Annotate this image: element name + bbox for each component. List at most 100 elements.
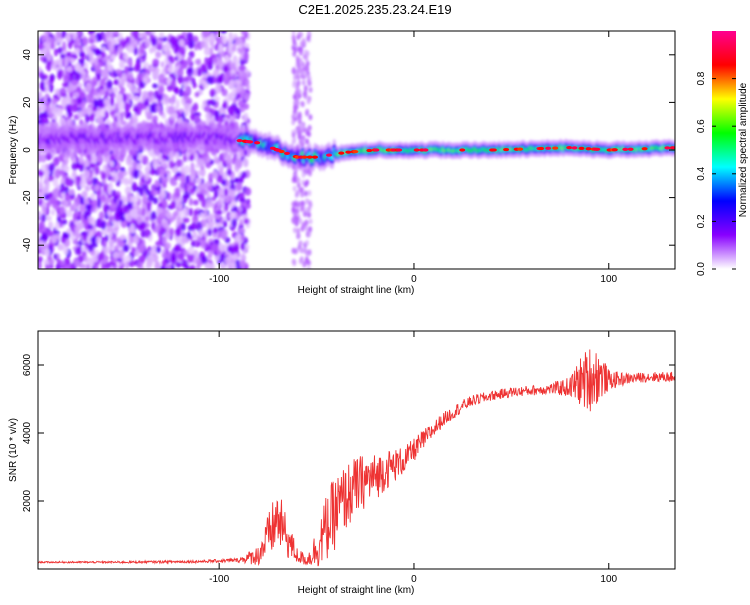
noise-blob <box>296 34 301 41</box>
noise-blob <box>244 187 252 196</box>
noise-blob <box>188 38 195 49</box>
noise-blob <box>296 177 301 184</box>
noise-blob <box>79 196 85 204</box>
noise-blob <box>245 203 251 209</box>
noise-blob <box>77 255 84 263</box>
noise-blob <box>126 213 132 222</box>
noise-blob <box>124 254 132 262</box>
noise-blob <box>112 251 120 259</box>
noise-blob <box>95 112 101 119</box>
noise-blob <box>224 54 229 64</box>
colorbar: 0.0 0.2 0.4 0.6 0.8 Normalized spectral ampl… <box>696 31 749 276</box>
ridge-peak <box>278 149 285 154</box>
noise-blob <box>75 246 82 256</box>
noise-blob <box>242 72 248 80</box>
noise-blob <box>38 180 44 191</box>
noise-blob <box>243 43 250 49</box>
noise-blob <box>48 163 55 172</box>
noise-blob <box>218 187 223 197</box>
spectrogram-ylabel: Frequency (Hz) <box>8 116 19 185</box>
noise-blob <box>304 127 309 134</box>
noise-blob <box>303 89 308 96</box>
snr-background <box>38 331 675 569</box>
ridge-peak <box>641 147 648 151</box>
noise-blob <box>220 31 227 35</box>
noise-blob <box>292 227 297 234</box>
noise-blob <box>79 52 84 58</box>
noise-blob <box>95 236 101 244</box>
noise-blob <box>137 152 143 162</box>
noise-blob <box>303 85 308 92</box>
ridge-peak <box>552 146 559 150</box>
noise-blob <box>134 249 140 257</box>
noise-blob <box>113 79 118 86</box>
noise-blob <box>186 56 192 66</box>
noise-blob <box>118 154 125 163</box>
noise-blob <box>303 211 308 218</box>
noise-blob <box>138 255 146 263</box>
noise-blob <box>89 163 96 169</box>
noise-blob <box>124 260 130 269</box>
noise-blob <box>144 228 150 239</box>
noise-blob <box>131 181 137 191</box>
noise-blob <box>292 39 297 46</box>
noise-blob <box>190 50 195 58</box>
noise-blob <box>59 183 66 194</box>
noise-blob <box>291 31 296 35</box>
noise-blob <box>293 112 298 119</box>
ridge-peak <box>664 146 671 150</box>
noise-blob <box>83 170 91 179</box>
noise-blob <box>181 235 187 244</box>
noise-blob <box>170 255 177 265</box>
noise-blob <box>96 189 102 196</box>
noise-blob <box>306 35 311 42</box>
noise-blob <box>296 227 301 234</box>
noise-blob <box>214 44 220 51</box>
noise-blob <box>124 102 131 112</box>
noise-blob <box>212 227 219 234</box>
noise-blob <box>235 159 243 169</box>
noise-blob <box>291 34 296 41</box>
noise-blob <box>97 252 103 262</box>
noise-blob <box>80 263 88 269</box>
noise-blob <box>161 259 168 268</box>
noise-blob <box>308 218 313 225</box>
noise-blob <box>115 94 121 104</box>
noise-blob <box>222 65 229 73</box>
noise-blob <box>136 262 143 269</box>
ridge-peak <box>622 147 629 152</box>
noise-blob <box>150 210 157 221</box>
spectrogram-axes: -100 0 100 -40 -20 0 20 40 <box>22 31 675 285</box>
noise-blob <box>101 228 108 236</box>
noise-blob <box>239 197 246 203</box>
ridge-peak <box>396 148 403 152</box>
noise-blob <box>65 66 73 73</box>
noise-blob <box>89 113 95 122</box>
noise-blob <box>234 244 240 253</box>
noise-blob <box>188 197 193 206</box>
noise-blob <box>132 116 138 124</box>
noise-blob <box>187 252 195 263</box>
noise-blob <box>104 234 109 243</box>
noise-blob <box>206 156 212 163</box>
noise-blob <box>161 162 168 169</box>
noise-blob <box>101 68 109 79</box>
noise-blob <box>293 104 298 111</box>
noise-blob <box>138 243 146 253</box>
noise-blob <box>38 233 41 240</box>
noise-blob <box>176 216 182 226</box>
noise-blob <box>232 253 239 262</box>
colorbar-tick-label: 0.6 <box>696 119 707 133</box>
ridge-peak <box>490 148 497 152</box>
ridge-peak <box>352 150 359 154</box>
noise-blob <box>213 157 220 165</box>
noise-blob <box>62 97 68 107</box>
noise-blob <box>230 79 235 90</box>
noise-blob <box>43 74 49 80</box>
noise-blob <box>159 32 165 39</box>
noise-blob <box>38 256 44 263</box>
noise-blob <box>76 31 82 37</box>
noise-blob <box>297 88 302 95</box>
noise-blob <box>224 256 231 265</box>
